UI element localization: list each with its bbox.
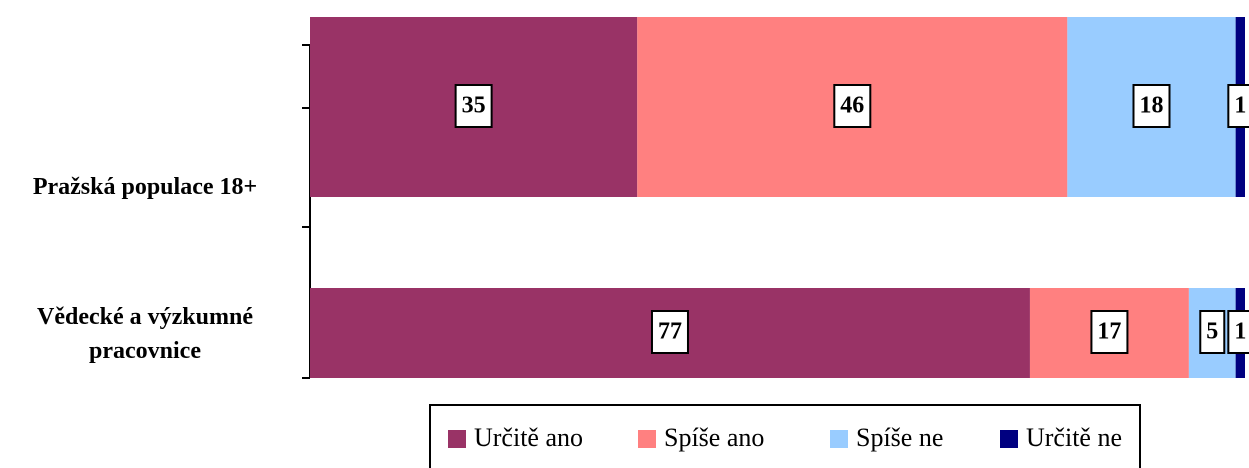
legend-swatch xyxy=(448,430,466,448)
value-label: 18 xyxy=(1140,93,1164,119)
value-label-box xyxy=(1090,310,1129,354)
value-label: 1 xyxy=(1234,93,1246,119)
value-label-box xyxy=(833,84,872,128)
value-label: 5 xyxy=(1206,319,1218,345)
legend-swatch xyxy=(830,430,848,448)
category-label: Pražská populace 18+ xyxy=(32,174,258,200)
value-label: 1 xyxy=(1234,319,1246,345)
value-label: 77 xyxy=(658,319,682,345)
legend-swatch xyxy=(1000,430,1018,448)
value-label-box xyxy=(1132,84,1171,128)
value-label-box xyxy=(1227,84,1249,128)
legend-label: Spíše ne xyxy=(856,423,943,452)
value-label: 17 xyxy=(1097,319,1121,345)
value-label-box xyxy=(1227,310,1249,354)
value-label: 46 xyxy=(840,93,864,119)
value-label-box xyxy=(650,310,689,354)
category-label: Vědecké a výzkumné pracovnice xyxy=(37,304,253,364)
legend-label: Určitě ne xyxy=(1026,423,1122,452)
legend-label: Určitě ano xyxy=(474,423,583,452)
legend-box xyxy=(429,404,1141,468)
value-label: 35 xyxy=(462,93,486,119)
value-label-box xyxy=(454,84,493,128)
value-label-box xyxy=(1199,310,1226,354)
legend-swatch xyxy=(638,430,656,448)
legend-label: Spíše ano xyxy=(664,423,764,452)
